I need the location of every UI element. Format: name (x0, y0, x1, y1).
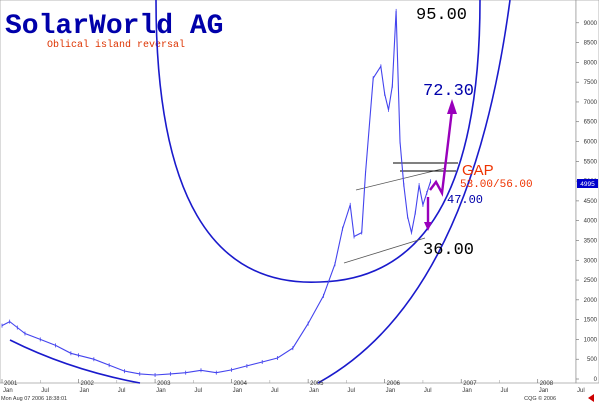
price-tick-label: 0 (594, 377, 598, 383)
upper-circle-arc (155, 0, 481, 283)
month-label: Jan (3, 388, 13, 394)
month-label: Jul (118, 388, 126, 394)
month-label: Jan (539, 388, 549, 394)
year-label: 2006 (387, 381, 401, 387)
month-label: Jan (80, 388, 90, 394)
price-tick-label: 2500 (584, 278, 598, 284)
price-tick-label: 9000 (584, 21, 598, 27)
gap-range-label: 53.00/56.00 (460, 179, 533, 191)
chart-title: SolarWorld AG (5, 11, 223, 42)
year-label: 2008 (540, 381, 554, 387)
month-label: Jul (41, 388, 49, 394)
plot-frame (0, 0, 577, 384)
series-layer (1, 8, 432, 378)
price-tick-label: 4500 (584, 199, 598, 205)
price-tick-label: 8000 (584, 60, 598, 66)
gap-label: GAP (462, 162, 494, 179)
target-arrow (426, 109, 454, 226)
month-label: Jan (386, 388, 396, 394)
last-price-box (577, 179, 598, 188)
price-tick-label: 500 (587, 357, 598, 363)
lower-circle-arc (9, 339, 141, 384)
price-tick-label: 1500 (584, 318, 598, 324)
target-label: 72.30 (423, 82, 474, 101)
year-label: 2001 (4, 381, 18, 387)
price-tick-label: 3500 (584, 238, 598, 244)
year-label: 2007 (463, 381, 477, 387)
lower-trendline (343, 237, 426, 264)
lower-circle-arc-right (317, 0, 511, 384)
price-tick-label: 3000 (584, 258, 598, 264)
lower-circle-label: 36.00 (423, 241, 474, 260)
price-axis: 0500100015002000250030003500400045005000… (576, 21, 598, 383)
support-arrow-head (424, 222, 432, 231)
month-label: Jul (194, 388, 202, 394)
price-tick-label: 7500 (584, 80, 598, 86)
circles-layer (9, 0, 511, 384)
price-tick-label: 7000 (584, 100, 598, 106)
annotations: 95.00 72.30 GAP 53.00/56.00 47.00 36.00 (416, 6, 533, 260)
price-axis-panel (575, 0, 599, 384)
price-tick-label: 6500 (584, 120, 598, 126)
year-label: 2003 (157, 381, 171, 387)
last-price-label: 4995 (580, 181, 595, 188)
month-label: Jul (347, 388, 355, 394)
scroll-left-arrow-icon[interactable] (588, 394, 594, 402)
footer-timestamp: Mon Aug 07 2006 18:38:01 (1, 396, 67, 402)
year-label: 2005 (310, 381, 324, 387)
price-tick-label: 5500 (584, 159, 598, 165)
month-label: Jul (424, 388, 432, 394)
month-label: Jan (309, 388, 319, 394)
month-label: Jul (271, 388, 279, 394)
price-tick-label: 8500 (584, 41, 598, 47)
trend-layer (343, 162, 458, 264)
year-label: 2002 (81, 381, 95, 387)
price-tick-label: 4000 (584, 219, 598, 225)
chart-subtitle: Oblical island reversal (47, 39, 185, 51)
price-tick-label: 6000 (584, 140, 598, 146)
support-label: 47.00 (447, 193, 483, 207)
target-arrow-head (447, 99, 457, 114)
month-label: Jul (500, 388, 508, 394)
month-label: Jan (156, 388, 166, 394)
month-label: Jan (233, 388, 243, 394)
upper-trendline (355, 167, 447, 191)
upper-circle-label: 95.00 (416, 6, 467, 25)
footer-copyright: CQG © 2006 (524, 395, 556, 402)
price-tick-label: 1000 (584, 337, 598, 343)
price-tick-label: 2000 (584, 298, 598, 304)
year-label: 2004 (234, 381, 248, 387)
month-label: Jan (462, 388, 472, 394)
month-label: Jul (577, 388, 585, 394)
